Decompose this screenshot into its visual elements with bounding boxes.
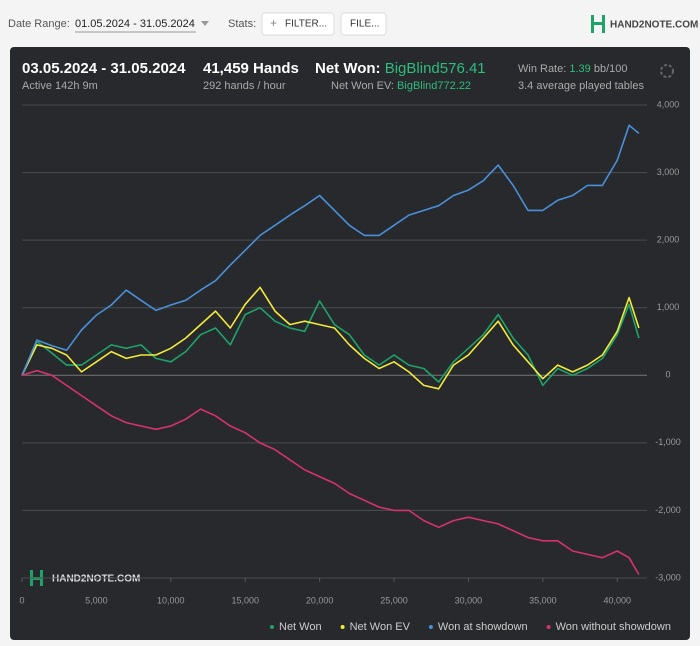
avg-tables: 3.4 average played tables xyxy=(518,80,644,92)
x-tick-label: 15,000 xyxy=(231,595,259,605)
y-tick-label: 4,000 xyxy=(657,99,680,109)
x-tick-label: 5,000 xyxy=(85,595,108,605)
active-time: Active 142h 9m xyxy=(22,80,98,92)
y-tick-label: 2,000 xyxy=(657,235,680,245)
stats-label: Stats: xyxy=(228,18,256,30)
series-line xyxy=(21,286,640,390)
legend-swatch xyxy=(546,625,551,629)
series-line xyxy=(21,124,640,376)
x-tick-label: 35,000 xyxy=(529,595,557,605)
dropdown-arrow[interactable] xyxy=(201,21,209,26)
x-tick-label: 30,000 xyxy=(455,595,483,605)
y-tick-label: -2,000 xyxy=(655,505,681,515)
y-tick-label: 0 xyxy=(665,370,670,380)
y-tick-label: 3,000 xyxy=(657,167,680,177)
x-tick-label: 40,000 xyxy=(603,595,631,605)
panel xyxy=(10,47,690,640)
date-range-label: Date Range: xyxy=(8,18,70,30)
net-won-label: Net Won: xyxy=(315,60,381,77)
filter-button-label[interactable]: FILTER... xyxy=(285,19,327,30)
y-tick-label: -1,000 xyxy=(655,437,681,447)
win-rate: Win Rate: 1.39 bb/100 xyxy=(518,63,628,75)
net-won: Net Won: BigBlind576.41 xyxy=(315,60,486,77)
legend-swatch xyxy=(270,625,274,629)
period: 03.05.2024 - 31.05.2024 xyxy=(22,60,186,77)
plus-icon: + xyxy=(270,16,277,30)
hands-rate: 292 hands / hour xyxy=(203,80,286,92)
series-line xyxy=(21,300,640,387)
hands: 41,459 Hands xyxy=(203,60,299,77)
logo-icon xyxy=(591,15,605,33)
win-rate-label: Win Rate: xyxy=(518,63,566,75)
x-tick-label: 0 xyxy=(19,595,24,605)
net-won-ev-value: BigBlind772.22 xyxy=(397,80,471,92)
win-rate-unit: bb/100 xyxy=(594,63,628,75)
file-button[interactable] xyxy=(340,12,387,36)
net-won-ev-label: Net Won EV: xyxy=(331,80,394,92)
legend-label: Won at showdown xyxy=(438,621,528,633)
file-button-label[interactable]: FILE... xyxy=(350,19,379,30)
logo: HAND2NOTE.COM xyxy=(610,20,698,31)
series-line xyxy=(21,369,640,576)
filter-button[interactable] xyxy=(261,12,335,36)
legend-label: Net Won EV xyxy=(350,621,411,633)
x-tick-label: 20,000 xyxy=(306,595,334,605)
legend-label: Won without showdown xyxy=(556,621,671,633)
legend-swatch xyxy=(428,625,433,629)
date-range[interactable]: 01.05.2024 - 31.05.2024 xyxy=(75,18,195,30)
win-rate-value: 1.39 xyxy=(569,63,590,75)
legend-label: Net Won xyxy=(279,621,322,633)
y-tick-label: 1,000 xyxy=(657,302,680,312)
plot: 4,000 3,000 2,000 1,000 0 -1,000 -2,000 -3,000 0… xyxy=(19,99,680,633)
x-tick-label: 10,000 xyxy=(157,595,185,605)
settings-icon[interactable] xyxy=(660,64,674,78)
y-tick-label: -3,000 xyxy=(655,572,681,582)
net-won-value: BigBlind576.41 xyxy=(385,60,486,77)
legend-swatch xyxy=(340,625,345,629)
net-won-ev: Net Won EV: BigBlind772.22 xyxy=(331,80,471,92)
x-tick-label: 25,000 xyxy=(380,595,408,605)
